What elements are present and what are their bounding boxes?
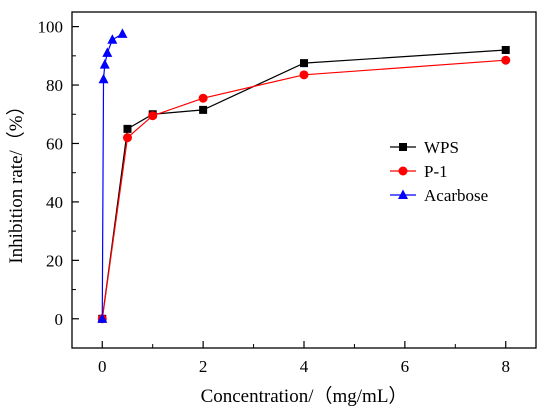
data-point-acarbose — [102, 47, 113, 57]
legend-label-wps: WPS — [424, 138, 459, 157]
legend-label-p-1: P-1 — [424, 162, 448, 181]
x-axis-label: Concentration/（mg/mL） — [201, 385, 408, 407]
x-tick-label: 0 — [98, 357, 107, 376]
x-tick-label: 8 — [501, 357, 510, 376]
y-axis-label: Inhibition rate/（%） — [5, 96, 27, 263]
data-point-p-1 — [148, 111, 158, 121]
data-point-acarbose — [117, 28, 128, 38]
y-tick-label: 0 — [55, 310, 64, 329]
legend-marker-wps — [399, 143, 407, 151]
y-tick-label: 100 — [38, 18, 64, 37]
data-point-acarbose — [98, 73, 109, 84]
data-point-p-1 — [501, 55, 511, 65]
legend: WPS P-1 Acarbose — [390, 138, 488, 205]
x-tick-label: 2 — [199, 357, 208, 376]
legend-item-p-1: P-1 — [390, 162, 448, 181]
x-tick-label: 6 — [401, 357, 410, 376]
legend-marker-acarbose — [398, 189, 408, 199]
legend-marker-p-1 — [398, 166, 408, 176]
series-acarbose — [97, 28, 128, 323]
data-point-acarbose — [107, 34, 118, 44]
y-tick-label: 20 — [46, 251, 63, 270]
data-point-acarbose — [97, 313, 108, 323]
y-tick-label: 80 — [46, 76, 63, 95]
series-wps — [98, 45, 510, 323]
series-line-wps — [101, 49, 506, 319]
legend-item-wps: WPS — [390, 138, 459, 157]
data-point-wps — [300, 59, 308, 68]
series-layer — [97, 28, 511, 324]
data-point-p-1 — [299, 70, 309, 80]
x-tick-label: 4 — [300, 357, 309, 376]
y-tick-label: 60 — [46, 134, 63, 153]
data-point-acarbose — [99, 59, 110, 69]
series-line-p-1 — [101, 59, 506, 319]
legend-item-acarbose: Acarbose — [390, 186, 488, 205]
legend-label-acarbose: Acarbose — [424, 186, 488, 205]
data-point-p-1 — [122, 133, 132, 143]
series-line-acarbose — [101, 33, 123, 319]
data-point-wps — [501, 45, 510, 54]
y-tick-label: 40 — [46, 193, 63, 212]
data-point-p-1 — [198, 93, 208, 103]
data-point-wps — [123, 124, 132, 133]
data-point-wps — [199, 105, 208, 114]
